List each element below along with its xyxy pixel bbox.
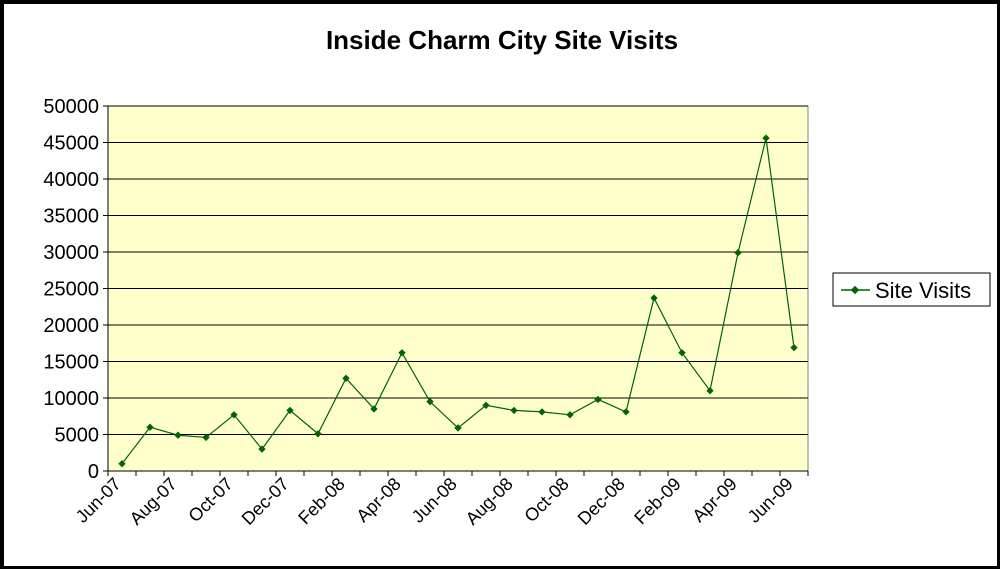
data-point: [538, 408, 546, 416]
x-tick-label: Apr-09: [688, 474, 740, 526]
y-tick-label: 35000: [43, 206, 99, 228]
x-tick-label: Dec-08: [574, 474, 629, 529]
y-tick-label: 25000: [43, 279, 99, 301]
legend: Site Visits: [832, 272, 991, 307]
x-tick-label: Oct-08: [520, 474, 572, 526]
data-point: [230, 411, 238, 419]
x-axis: Jun-07 Aug-07 Oct-07 Dec-07 Feb-08 Apr-08 Jun-…: [72, 470, 809, 529]
data-point: [426, 397, 434, 406]
chart-title: Inside Charm City Site Visits: [326, 25, 678, 55]
data-point: [454, 424, 462, 432]
x-tick-label: Aug-08: [462, 474, 517, 529]
data-point: [678, 349, 686, 357]
y-tick-label: 15000: [43, 352, 99, 374]
y-tick-label: 45000: [43, 133, 99, 155]
x-tick-label: Apr-08: [352, 474, 404, 526]
data-point: [314, 430, 322, 438]
x-tick-label: Feb-09: [630, 474, 684, 528]
gridlines: [108, 105, 808, 435]
data-point: [258, 445, 266, 453]
data-point: [650, 294, 658, 302]
legend-marker: [850, 285, 860, 295]
y-tick-label: 20000: [43, 315, 99, 337]
x-tick-label: Jun-09: [744, 474, 797, 527]
y-tick-label: 40000: [43, 169, 99, 191]
y-axis: 0 5000 10000 15000 20000 25000 30000 35000 40000…: [43, 96, 109, 483]
y-tick-label: 50000: [43, 96, 99, 118]
data-point: [174, 431, 182, 439]
legend-label: Site Visits: [875, 278, 971, 303]
data-point: [594, 395, 602, 404]
x-tick-label: Aug-07: [126, 474, 181, 529]
data-point: [146, 423, 154, 431]
x-tick-label: Jun-08: [408, 474, 461, 527]
data-point: [370, 405, 378, 413]
data-point: [202, 433, 210, 442]
data-point: [790, 343, 798, 352]
data-point: [118, 460, 126, 468]
y-tick-label: 30000: [43, 242, 99, 264]
data-point: [566, 411, 574, 419]
y-tick-label: 5000: [55, 425, 100, 447]
x-tick-label: Oct-07: [184, 474, 236, 526]
data-point: [342, 374, 350, 382]
x-tick-label: Feb-08: [294, 474, 348, 528]
x-tick-label: Dec-07: [238, 474, 293, 529]
data-point: [398, 349, 406, 357]
y-tick-label: 0: [88, 461, 99, 483]
data-point: [482, 401, 490, 409]
chart-frame: Inside Charm City Site Visits 0 5000 10000…: [3, 3, 998, 567]
data-point: [706, 387, 714, 395]
data-point: [622, 408, 630, 416]
data-point: [286, 406, 294, 415]
y-tick-label: 10000: [43, 388, 99, 410]
line-chart: Inside Charm City Site Visits 0 5000 10000…: [43, 25, 991, 529]
